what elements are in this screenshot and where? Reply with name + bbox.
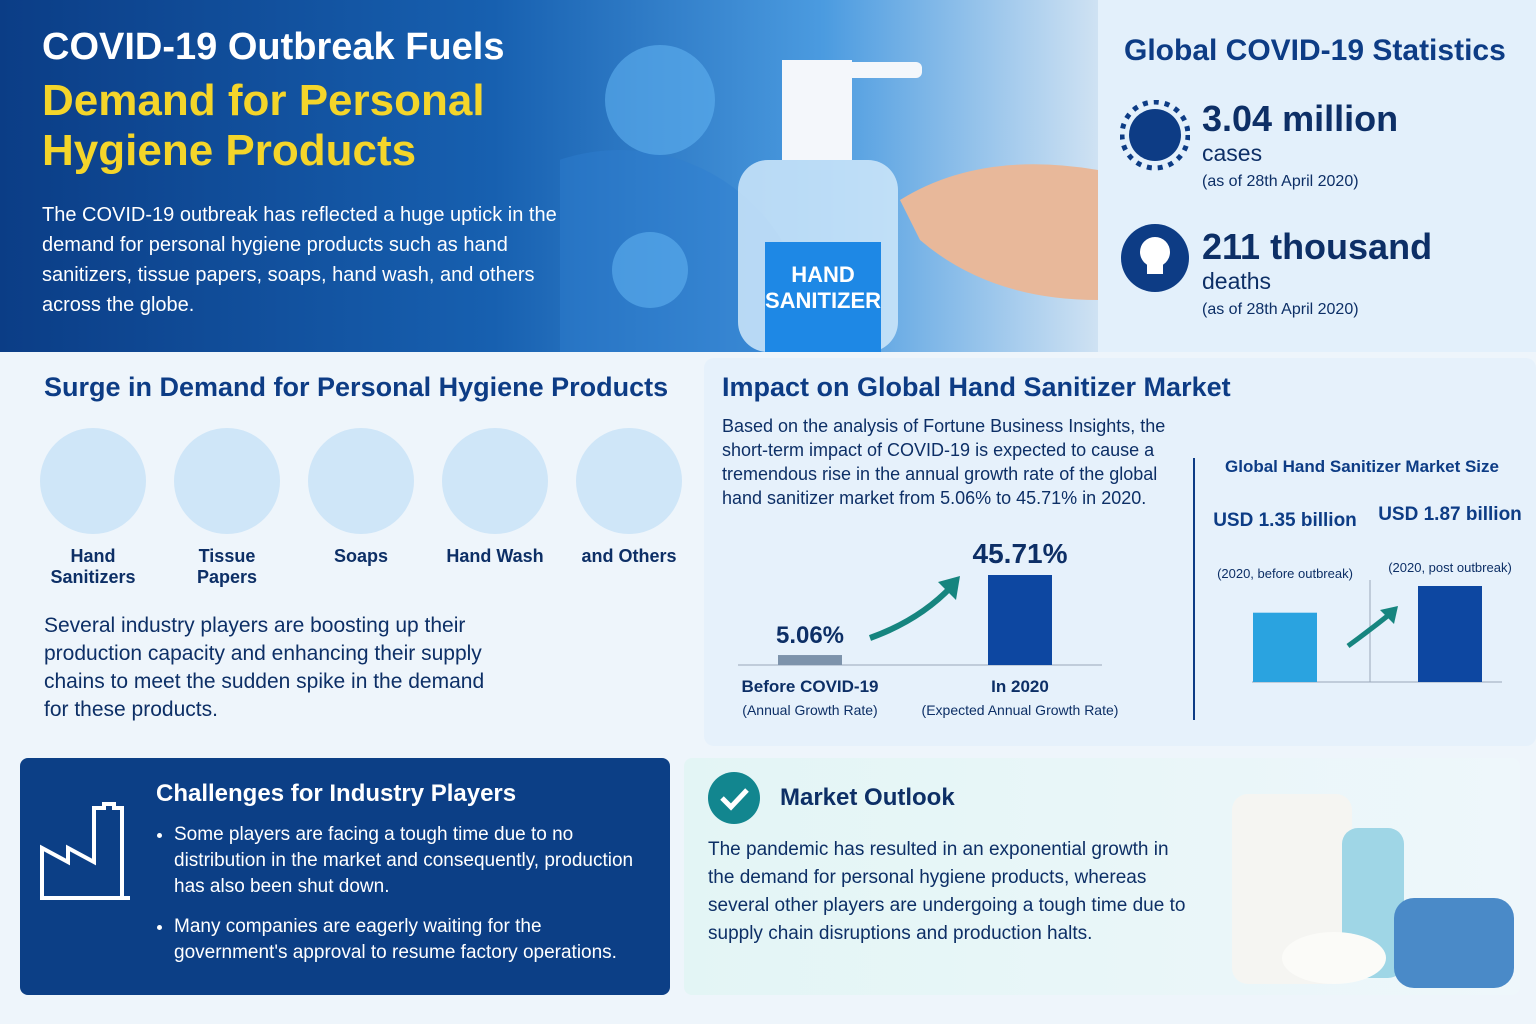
category-label: (2020, before outbreak) <box>1217 566 1353 581</box>
hero-art: HAND SANITIZER <box>560 45 1098 352</box>
outlook-panel: Market Outlook The pandemic has resulted… <box>684 758 1520 995</box>
stat-value: 211 thousand <box>1202 226 1433 267</box>
trend-arrow <box>1346 612 1392 649</box>
title-highlight: Demand for Personal Hygiene Products <box>42 76 485 175</box>
stat: 211 thousand deaths (as of 28th April 20… <box>1202 226 1432 319</box>
product-icon <box>308 428 414 534</box>
title: COVID-19 Outbreak Fuels <box>42 26 505 68</box>
product-list: Hand Sanitizers Tissue Papers Soaps Hand… <box>40 428 682 588</box>
surge-text: Several industry players are boosting up… <box>44 614 485 721</box>
challenges-title: Challenges for Industry Players <box>156 780 517 807</box>
category-label: Before COVID-19 <box>742 677 879 696</box>
market-size-chart: Global Hand Sanitizer Market Size USD 1.3… <box>1213 457 1522 683</box>
bar <box>1253 612 1317 682</box>
product: Hand Wash <box>442 428 548 588</box>
product-icon <box>442 428 548 534</box>
product-label: Tissue Papers <box>196 546 258 587</box>
factory-icon <box>40 802 130 900</box>
impact-text: Based on the analysis of Fortune Busines… <box>722 416 1166 508</box>
category-label: (2020, post outbreak) <box>1388 560 1512 575</box>
stats-title: Global COVID-19 Statistics <box>1124 34 1506 67</box>
product-label: Hand Wash <box>446 546 544 566</box>
hero: HAND SANITIZER COVID-19 Outbreak Fuels D… <box>0 0 1098 352</box>
product-label: Soaps <box>333 546 389 566</box>
trend-arrow-head <box>938 576 960 600</box>
product-icon <box>40 428 146 534</box>
value-label: 5.06% <box>776 622 844 649</box>
outlook-title: Market Outlook <box>780 784 955 811</box>
growth-chart: 5.06% Before COVID-19 (Annual Growth Rate)… <box>738 538 1119 718</box>
stat: 3.04 million cases (as of 28th April 202… <box>1202 98 1398 191</box>
trend-arrow <box>868 583 955 641</box>
bar <box>1418 586 1482 682</box>
bottle-label: SANITIZER <box>765 288 881 313</box>
stat-label: deaths <box>1202 268 1272 294</box>
product: Soaps <box>308 428 414 588</box>
stat-note: (as of 28th April 2020) <box>1202 301 1359 318</box>
product: Tissue Papers <box>174 428 280 588</box>
value-label: USD 1.87 billion <box>1378 504 1522 525</box>
category-note: (Annual Growth Rate) <box>742 702 877 718</box>
product-label: Hand Sanitizers <box>50 546 136 587</box>
product: Hand Sanitizers <box>40 428 146 588</box>
product-label: and Others <box>581 546 677 566</box>
category-label: In 2020 <box>991 677 1049 696</box>
divider <box>1193 458 1195 720</box>
challenge-item: Some players are facing a tough time due… <box>174 822 636 900</box>
challenge-item: Many companies are eagerly waiting for t… <box>174 914 636 966</box>
stat-note: (as of 28th April 2020) <box>1202 173 1359 190</box>
product-icon <box>174 428 280 534</box>
product: and Others <box>576 428 682 588</box>
intro: The COVID-19 outbreak has reflected a hu… <box>42 204 557 316</box>
challenges-list: Some players are facing a tough time due… <box>156 822 636 980</box>
impact-title: Impact on Global Hand Sanitizer Market <box>722 372 1231 402</box>
bottle-label: HAND <box>791 262 855 287</box>
stats-icons <box>1120 100 1190 292</box>
value-label: 45.71% <box>973 538 1068 569</box>
check-icon <box>708 772 760 824</box>
outlook-text: The pandemic has resulted in an exponent… <box>708 839 1186 944</box>
trend-arrow-head <box>1380 606 1398 624</box>
stats-panel: Global COVID-19 Statistics 3.04 million … <box>1098 0 1536 352</box>
bar <box>988 575 1052 665</box>
impact-card <box>704 358 1536 746</box>
challenges-panel: Challenges for Industry Players Some pla… <box>20 758 670 995</box>
surge-title: Surge in Demand for Personal Hygiene Pro… <box>44 372 669 402</box>
product-icon <box>576 428 682 534</box>
category-note: (Expected Annual Growth Rate) <box>922 702 1119 718</box>
value-label: USD 1.35 billion <box>1213 510 1357 531</box>
products-art <box>1232 794 1514 988</box>
stat-label: cases <box>1202 140 1263 166</box>
stat-value: 3.04 million <box>1202 98 1399 139</box>
bar <box>778 655 842 665</box>
chart-title: Global Hand Sanitizer Market Size <box>1225 457 1499 476</box>
